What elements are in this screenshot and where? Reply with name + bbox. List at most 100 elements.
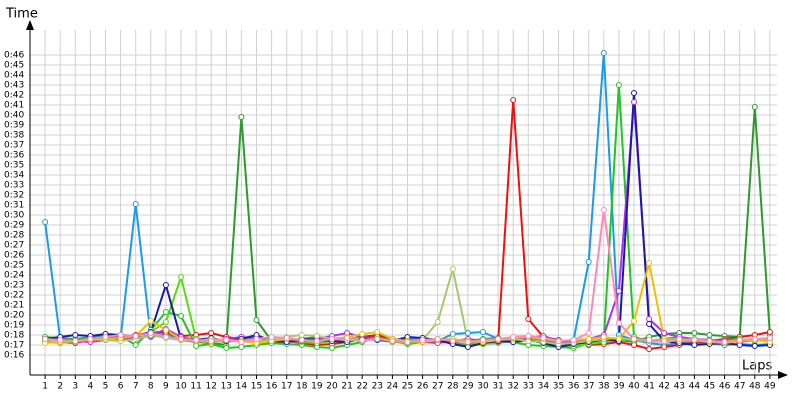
x-tick-label: 45 — [704, 382, 715, 392]
x-tick-label: 49 — [764, 382, 776, 392]
point — [464, 344, 471, 350]
x-tick-label: 41 — [643, 382, 654, 392]
point — [464, 339, 471, 345]
point — [615, 82, 622, 88]
point — [706, 338, 713, 344]
point — [646, 346, 653, 352]
x-tick-label: 19 — [311, 382, 323, 392]
point — [600, 50, 607, 56]
point — [525, 316, 532, 322]
point — [329, 336, 335, 342]
point — [329, 345, 335, 351]
x-tick-label: 15 — [251, 382, 262, 392]
point — [555, 338, 562, 344]
point — [540, 335, 547, 341]
x-tick-label: 6 — [118, 382, 124, 392]
point — [162, 319, 169, 325]
x-tick-label: 10 — [175, 382, 187, 392]
point — [600, 207, 607, 213]
x-tick-label: 34 — [538, 382, 550, 392]
point — [510, 334, 517, 340]
point — [706, 332, 713, 338]
x-tick-label: 44 — [689, 382, 701, 392]
point — [646, 321, 653, 327]
y-tick-label: 0:26 — [4, 251, 24, 261]
y-tick-label: 0:23 — [4, 281, 24, 291]
point — [766, 335, 773, 341]
x-tick-label: 21 — [341, 382, 352, 392]
x-tick-label: 7 — [133, 382, 139, 392]
point — [253, 317, 260, 323]
point — [480, 337, 486, 343]
y-tick-label: 0:32 — [4, 191, 24, 201]
y-tick-label: 0:29 — [4, 221, 24, 231]
y-tick-label: 0:33 — [4, 181, 24, 191]
x-tick-label: 25 — [402, 382, 413, 392]
x-tick-label: 18 — [296, 382, 308, 392]
y-tick-label: 0:45 — [4, 61, 24, 71]
point — [147, 318, 154, 324]
point — [631, 318, 637, 324]
y-tick-label: 0:39 — [4, 121, 24, 131]
point — [87, 336, 94, 342]
point — [449, 266, 456, 272]
y-axis-label: Time — [5, 7, 38, 22]
y-tick-label: 0:34 — [4, 171, 24, 181]
point — [359, 331, 366, 337]
x-tick-label: 8 — [148, 382, 154, 392]
point — [359, 337, 366, 343]
point — [117, 332, 124, 338]
x-tick-label: 26 — [417, 382, 429, 392]
x-tick-label: 24 — [387, 382, 399, 392]
point — [449, 338, 456, 344]
point — [600, 334, 607, 340]
point — [691, 342, 698, 348]
point — [676, 336, 683, 342]
x-tick-label: 2 — [57, 382, 63, 392]
point — [525, 333, 532, 339]
point — [298, 332, 305, 338]
y-tick-label: 0:25 — [4, 261, 24, 271]
x-tick-label: 47 — [734, 382, 745, 392]
point — [268, 334, 275, 340]
x-tick-label: 16 — [266, 382, 278, 392]
point — [404, 339, 411, 345]
point — [72, 332, 79, 338]
y-tick-label: 0:38 — [4, 131, 24, 141]
point — [193, 337, 200, 343]
point — [495, 336, 502, 342]
x-tick-label: 1 — [42, 382, 48, 392]
y-tick-label: 0:44 — [4, 71, 24, 81]
point — [615, 320, 622, 326]
point — [751, 343, 758, 349]
point — [615, 336, 622, 342]
y-tick-label: 0:24 — [4, 271, 24, 281]
x-tick-label: 20 — [326, 382, 338, 392]
point — [389, 338, 396, 344]
x-tick-label: 37 — [583, 382, 594, 392]
point — [238, 339, 245, 345]
point — [631, 342, 637, 348]
point — [751, 104, 758, 110]
y-tick-label: 0:43 — [4, 81, 24, 91]
x-tick-label: 29 — [462, 382, 474, 392]
point — [132, 342, 139, 348]
x-tick-label: 17 — [281, 382, 292, 392]
x-tick-label: 22 — [356, 382, 367, 392]
y-tick-label: 0:42 — [4, 91, 24, 101]
x-tick-label: 4 — [88, 382, 94, 392]
point — [178, 313, 184, 319]
point — [298, 337, 305, 343]
point — [223, 337, 230, 343]
point — [631, 99, 637, 105]
point — [57, 337, 64, 343]
point — [510, 97, 517, 103]
y-tick-label: 0:41 — [4, 101, 24, 111]
point — [313, 333, 320, 339]
point — [661, 330, 668, 336]
x-tick-label: 30 — [477, 382, 489, 392]
y-tick-label: 0:35 — [4, 161, 24, 171]
point — [162, 327, 169, 333]
